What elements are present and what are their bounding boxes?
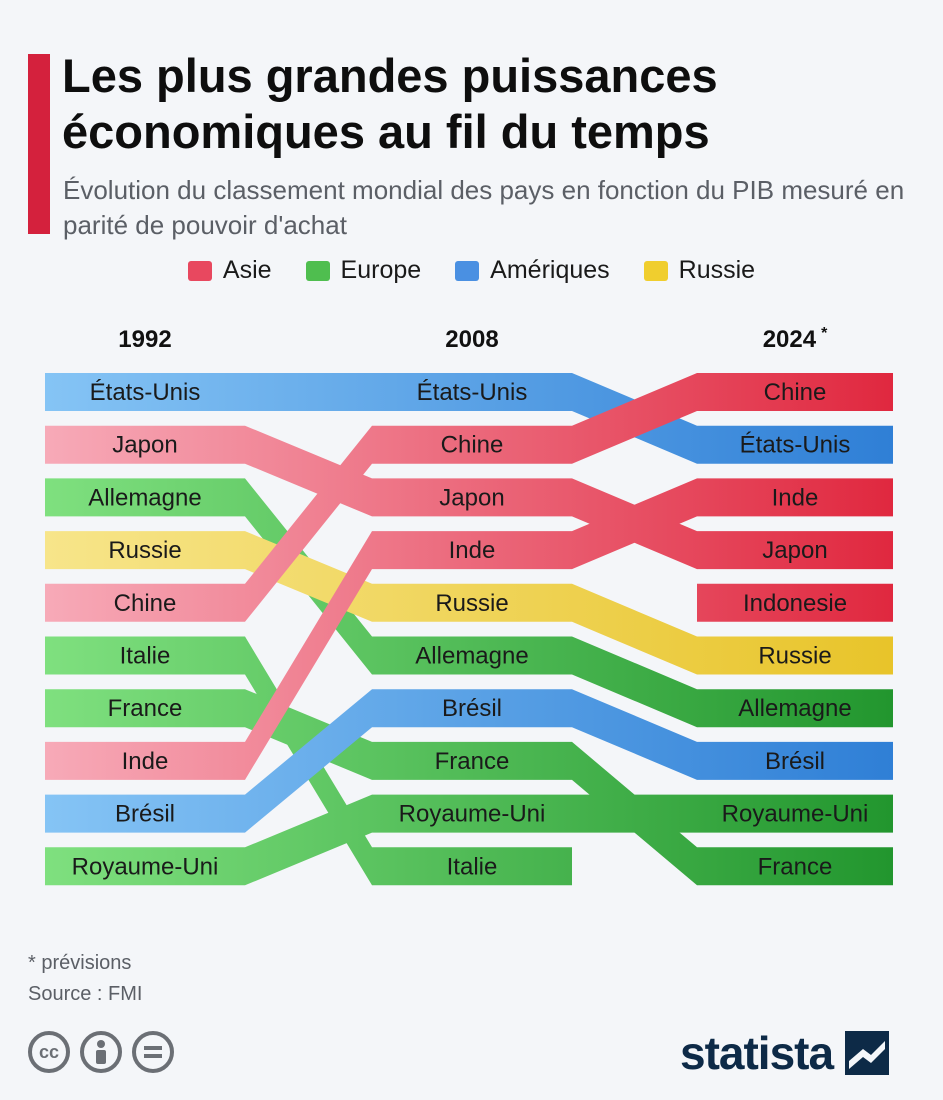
title-accent-bar (28, 54, 50, 234)
country-label: Japon (112, 432, 177, 459)
legend-swatch (643, 260, 668, 281)
country-label: Chine (764, 379, 827, 406)
statista-logo-icon (845, 1031, 890, 1075)
chart-labels: 1992 2008 2024 * États-Unis États-Unis États-U… (72, 325, 869, 880)
country-label: Russie (758, 643, 831, 670)
legend-item: Amériques (455, 256, 610, 285)
country-label: Inde (449, 537, 496, 564)
country-label: Chine (441, 432, 504, 459)
country-label: Royaume-Uni (722, 801, 869, 828)
country-label: Indonesie (743, 590, 847, 617)
country-label: Allemagne (415, 643, 528, 670)
legend: Asie Europe Amériques Russie (0, 256, 943, 285)
ribbon (45, 373, 893, 464)
country-label: Brésil (115, 801, 175, 828)
country-label: Italie (120, 643, 171, 670)
country-label: Italie (447, 853, 498, 880)
cc-icon[interactable]: cc (28, 1031, 70, 1073)
brand-name: statista (680, 1027, 834, 1079)
bump-chart: 1992 2008 2024 * États-Unis États-Unis États-U… (45, 325, 893, 886)
statista-brand[interactable]: statista (680, 1026, 890, 1080)
ribbon (45, 794, 893, 886)
ribbon (45, 373, 893, 622)
country-label: États-Unis (417, 379, 528, 406)
legend-swatch (455, 260, 480, 281)
country-label: Inde (772, 484, 819, 511)
ribbon (45, 478, 893, 728)
country-label: Royaume-Uni (72, 853, 219, 880)
country-label: Brésil (442, 695, 502, 722)
country-label: France (108, 695, 183, 722)
country-label: Allemagne (738, 695, 851, 722)
legend-item: Russie (643, 256, 756, 285)
ribbon (45, 478, 893, 780)
legend-swatch (187, 260, 212, 281)
ribbon (45, 531, 893, 675)
legend-label: Europe (340, 256, 422, 284)
ribbon (697, 583, 893, 622)
country-label: Chine (114, 590, 177, 617)
chart-ribbons (45, 373, 893, 886)
legend-item: Europe (305, 256, 422, 285)
column-header: 2008 (445, 326, 498, 353)
chart-title: Les plus grandes puissances économiques … (62, 49, 718, 158)
country-label: Allemagne (88, 484, 201, 511)
country-label: Inde (122, 748, 169, 775)
legend-swatch (305, 260, 330, 281)
country-label: États-Unis (90, 379, 201, 406)
footnote: * prévisions (28, 952, 132, 974)
country-label: Japon (439, 484, 504, 511)
legend-label: Amériques (490, 256, 610, 284)
country-label: Russie (108, 537, 181, 564)
ribbon (45, 425, 893, 570)
ribbon (45, 689, 893, 886)
source-line: Source : FMI (28, 983, 143, 1005)
legend-item: Asie (187, 256, 272, 285)
country-label: Japon (762, 537, 827, 564)
ribbon (45, 689, 893, 833)
attribution-icon[interactable] (80, 1031, 122, 1073)
legend-label: Asie (222, 256, 272, 284)
country-label: Royaume-Uni (399, 801, 546, 828)
license-icons: cc (28, 1031, 174, 1073)
country-label: France (435, 748, 510, 775)
country-label: Russie (435, 590, 508, 617)
country-label: États-Unis (740, 432, 851, 459)
legend-label: Russie (678, 256, 756, 284)
column-header: 2024 * (763, 325, 828, 353)
country-label: France (758, 853, 833, 880)
chart-subtitle: Évolution du classement mondial des pays… (63, 175, 905, 240)
no-derivatives-icon[interactable] (132, 1031, 174, 1073)
column-header: 1992 (118, 326, 171, 353)
country-label: Brésil (765, 748, 825, 775)
